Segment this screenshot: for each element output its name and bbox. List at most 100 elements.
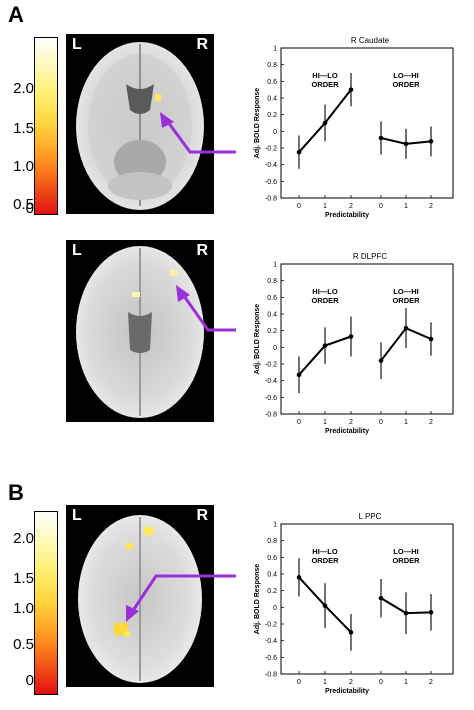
y-tick-label: -0.2: [265, 362, 277, 369]
x-tick-label: 1: [404, 203, 408, 210]
panel-label-a: A: [8, 2, 24, 27]
x-tick-label: 1: [323, 679, 327, 686]
group-label: ORDER: [311, 80, 339, 89]
x-tick-label: 0: [379, 679, 383, 686]
chart-title: R DLPFC: [353, 252, 387, 261]
data-point: [322, 603, 328, 608]
data-point: [428, 610, 434, 615]
brain-slice-dlpfc: L R: [66, 240, 214, 422]
data-point: [378, 135, 384, 141]
data-point: [348, 334, 354, 339]
activation-blob: [132, 292, 140, 297]
arrow-dlpfc: [176, 285, 236, 332]
y-tick-label: -0.2: [265, 146, 277, 153]
chart-title: L PPC: [359, 512, 382, 521]
activation-blob: [155, 94, 161, 101]
x-tick-label: 2: [349, 419, 353, 426]
y-tick-label: 0.2: [267, 112, 277, 119]
group-label: ORDER: [392, 80, 420, 89]
group-label: HI—LO: [312, 71, 338, 80]
colorbar-a: 2.0 1.5 1.0 0.5: [0, 34, 62, 219]
activation-blob: [144, 527, 154, 535]
arrow-ppc: [126, 574, 236, 622]
y-tick-label: 0.4: [267, 96, 277, 103]
x-axis-label: Predictability: [325, 212, 369, 219]
y-tick-label: -0.8: [265, 196, 277, 203]
data-point: [348, 87, 354, 92]
x-tick-label: 1: [323, 419, 327, 426]
y-tick-label: -0.4: [265, 378, 277, 385]
colorbar-tick: 0: [25, 672, 34, 689]
brain-slice-caudate: L R: [66, 34, 214, 214]
brain-left-label: L: [72, 242, 82, 259]
arrow-caudate: [160, 112, 236, 154]
brain-left-label: L: [72, 507, 82, 524]
y-tick-label: 0: [273, 605, 277, 612]
y-tick-label: 1: [273, 522, 277, 529]
plot-frame: [280, 523, 454, 675]
colorbar-tick: 1.0: [13, 600, 34, 617]
x-tick-label: 0: [297, 203, 301, 210]
group-label: LO—HI: [393, 547, 418, 556]
x-tick-label: 1: [404, 419, 408, 426]
data-point: [378, 595, 384, 601]
data-point: [322, 120, 328, 126]
y-axis-label: Adj. BOLD Response: [254, 564, 261, 635]
group-label: LO—HI: [393, 71, 418, 80]
data-point: [348, 630, 354, 635]
activation-blob: [170, 270, 177, 276]
x-axis-label: Predictability: [325, 428, 369, 435]
activation-blob: [124, 631, 130, 637]
x-tick-label: 0: [379, 419, 383, 426]
x-tick-label: 2: [429, 419, 433, 426]
colorbar-tick: 0.5: [13, 196, 34, 213]
group-label: ORDER: [311, 556, 339, 565]
chart-l-ppc: L PPC 1 0.8 0.6 0.4 0.2 0 -0.2 -0.4 -0.6 -0.8 0 1 2 0…: [236, 510, 460, 701]
group-label: ORDER: [392, 296, 420, 305]
activation-blob: [126, 543, 133, 549]
y-tick-label: -0.8: [265, 412, 277, 419]
y-tick-label: -0.4: [265, 162, 277, 169]
y-tick-label: -0.6: [265, 655, 277, 662]
data-point: [403, 325, 409, 331]
chart-title: R Caudate: [351, 36, 390, 45]
group-label: LO—HI: [393, 287, 418, 296]
colorbar-tick: 1.5: [13, 570, 34, 587]
y-tick-label: -0.4: [265, 638, 277, 645]
x-tick-label: 2: [349, 679, 353, 686]
brain-left-label: L: [72, 36, 82, 53]
chart-svg: R DLPFC 1 0.8 0.6 0.4 0.2 0 -0.2 -0.4 -0.6 -0.8 0 1…: [254, 252, 454, 435]
x-tick-label: 1: [323, 203, 327, 210]
brain-image: [76, 246, 204, 418]
colorbar-gradient: [34, 511, 58, 695]
colorbar-tick: 1.0: [13, 158, 34, 175]
y-axis-label: Adj. BOLD Response: [254, 304, 261, 375]
y-tick-label: 0.2: [267, 588, 277, 595]
y-tick-label: 1: [273, 262, 277, 269]
y-tick-label: 0.8: [267, 278, 277, 285]
data-point: [322, 343, 328, 348]
y-axis-label: Adj. BOLD Response: [254, 88, 261, 159]
chart-r-caudate: R Caudate 1 0.8 0.6 0.4 0.2 0 -0.2 -0.4 -0.6 -0.8…: [236, 34, 460, 225]
colorbar-tick: 1.5: [13, 120, 34, 137]
x-tick-label: 0: [297, 679, 301, 686]
y-tick-label: 0.2: [267, 328, 277, 335]
plot-frame: [280, 263, 454, 415]
chart-svg: R Caudate 1 0.8 0.6 0.4 0.2 0 -0.2 -0.4 -0.6 -0.8…: [254, 36, 454, 219]
colorbar-tick: 2.0: [13, 530, 34, 547]
colorbar-gradient: [34, 37, 58, 215]
group-label: ORDER: [311, 296, 339, 305]
y-tick-label: 0.6: [267, 79, 277, 86]
y-tick-label: 0: [273, 129, 277, 136]
colorbar-tick: 2.0: [13, 80, 34, 97]
y-tick-label: -0.2: [265, 622, 277, 629]
y-tick-label: 0.8: [267, 538, 277, 545]
y-tick-label: -0.6: [265, 395, 277, 402]
y-tick-label: 0.4: [267, 312, 277, 319]
data-point: [296, 372, 302, 378]
y-tick-label: 1: [273, 46, 277, 53]
data-point: [296, 575, 302, 580]
group-label: HI—LO: [312, 547, 338, 556]
y-tick-label: -0.6: [265, 179, 277, 186]
colorbar-b: 2.0 1.5 1.0 0.5 0: [0, 508, 62, 708]
